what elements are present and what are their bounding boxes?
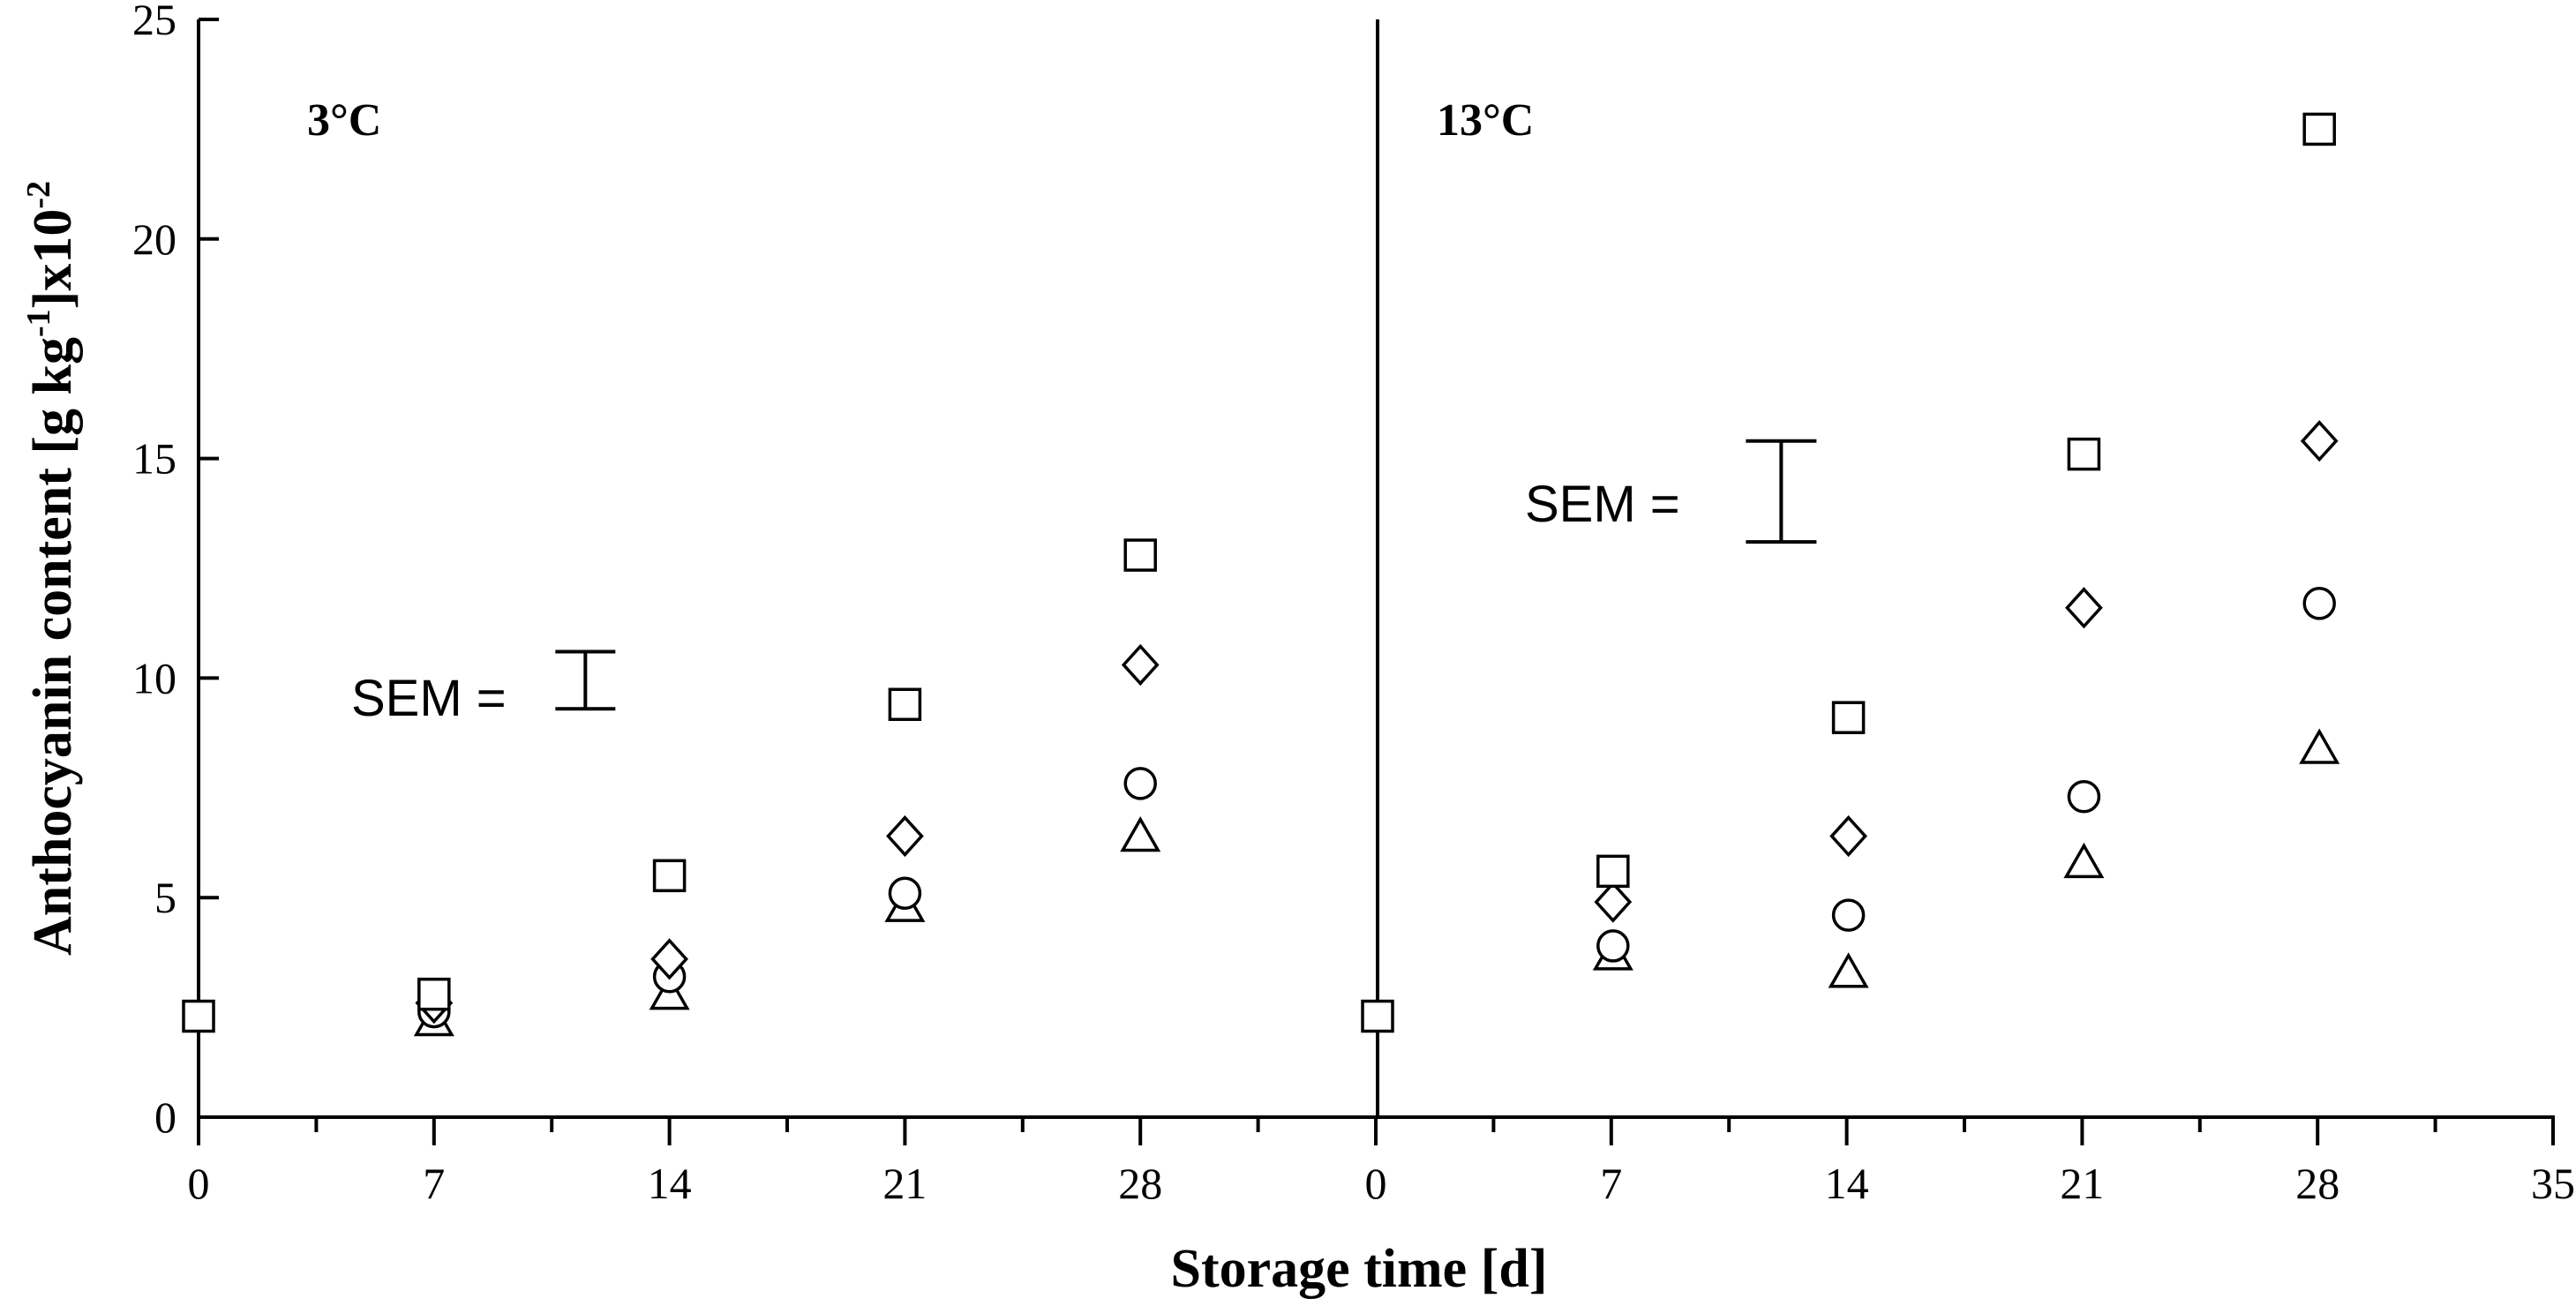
- y-axis-title: Anthocyanin content [g kg-1]x10-2: [20, 181, 83, 956]
- data-point-circle: [1123, 767, 1157, 800]
- data-point-diamond: [650, 938, 688, 980]
- data-point-triangle: [2299, 728, 2340, 764]
- data-point-circle: [2067, 780, 2101, 814]
- data-point-circle: [1831, 898, 1866, 932]
- y-axis-title-tail: ]x10: [23, 209, 83, 310]
- panel-0: [182, 538, 1161, 1037]
- y-axis-title-main: Anthocyanin content [g kg: [23, 337, 83, 956]
- x-tick-label: 14: [1825, 1159, 1869, 1208]
- data-point-square: [2067, 437, 2101, 471]
- y-tick-label: 0: [154, 1092, 176, 1142]
- y-axis-title-sup: -1: [20, 309, 57, 337]
- data-point-circle: [888, 876, 922, 910]
- data-point-triangle: [1120, 816, 1161, 852]
- data-point-square: [2302, 112, 2336, 146]
- x-tick-label: 28: [2295, 1159, 2339, 1208]
- x-axis-title: Storage time [d]: [1171, 1239, 1548, 1299]
- data-point-square: [182, 999, 215, 1033]
- sem-label-13c: SEM =: [1525, 476, 1680, 533]
- data-point-diamond: [2300, 420, 2339, 462]
- data-point-square: [652, 859, 687, 893]
- sem-label-3c: SEM =: [351, 670, 507, 727]
- panel-1: [1361, 112, 2340, 1033]
- x-ticks: 0 7 14 21 28 0 7 14 21 28 35: [188, 1117, 2575, 1208]
- x-tick-label: 0: [1365, 1159, 1387, 1208]
- x-tick-label: 7: [1600, 1159, 1622, 1208]
- x-tick-label: 21: [882, 1159, 927, 1208]
- data-point-square: [1596, 854, 1630, 889]
- panel-label-13c: 13°C: [1437, 95, 1534, 146]
- data-point-square: [888, 687, 922, 722]
- data-point-circle: [2302, 587, 2336, 620]
- data-point-square: [1831, 701, 1866, 734]
- x-tick-label: 7: [423, 1159, 445, 1208]
- data-point-diamond: [1829, 814, 1867, 858]
- y-tick-label: 20: [132, 214, 176, 264]
- x-tick-label: 21: [2060, 1159, 2104, 1208]
- x-tick-label: 14: [648, 1159, 692, 1208]
- data-point-circle: [1596, 929, 1630, 963]
- data-point-square: [1123, 538, 1157, 572]
- y-ticks: 0 5 10 15 20 25: [132, 0, 219, 1142]
- x-tick-label: 35: [2531, 1159, 2575, 1208]
- y-axis-title-exp: -2: [20, 181, 57, 209]
- data-point-diamond: [1594, 881, 1633, 923]
- panels: [182, 112, 2340, 1037]
- data-point-diamond: [886, 814, 924, 858]
- data-point-square: [1361, 999, 1394, 1033]
- x-tick-label: 0: [188, 1159, 210, 1208]
- data-point-triangle: [2063, 842, 2105, 879]
- x-tick-label: 28: [1118, 1159, 1162, 1208]
- panel-label-3c: 3°C: [307, 95, 381, 146]
- data-point-diamond: [2065, 587, 2103, 629]
- data-point-square: [417, 977, 451, 1011]
- y-tick-label: 5: [154, 873, 176, 922]
- data-point-triangle: [1828, 952, 1869, 988]
- y-tick-label: 15: [132, 434, 176, 484]
- y-tick-label: 25: [132, 0, 176, 44]
- y-tick-label: 10: [132, 653, 176, 702]
- data-point-diamond: [1121, 643, 1160, 687]
